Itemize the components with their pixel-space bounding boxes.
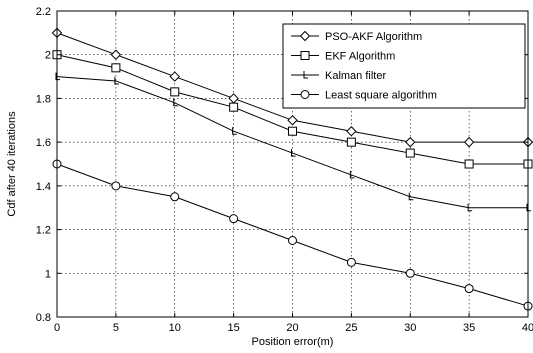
y-tick-label: 0.8 <box>36 312 51 324</box>
data-point <box>405 268 415 278</box>
y-tick-label: 2 <box>45 50 51 62</box>
legend-marker <box>300 51 310 60</box>
series-line <box>56 76 528 209</box>
y-tick-label: 1 <box>45 268 51 280</box>
legend-marker <box>300 90 310 99</box>
legend-label: Least square algorithm <box>325 90 437 102</box>
x-tick-label: 5 <box>113 322 119 334</box>
data-point <box>346 126 357 137</box>
data-point <box>349 170 355 179</box>
y-tick-label: 1.8 <box>36 93 51 105</box>
legend-marker <box>299 30 311 42</box>
x-tick-label: 25 <box>345 322 357 334</box>
data-point <box>114 76 119 85</box>
legend-entry: Least square algorithm <box>291 90 437 102</box>
legend-entry: EKF Algorithm <box>291 51 395 63</box>
data-point <box>467 203 473 212</box>
x-tick-label: 35 <box>463 322 475 334</box>
x-tick-label: 0 <box>54 322 60 334</box>
y-tick-label: 2.2 <box>36 6 51 18</box>
legend-marker <box>303 71 308 79</box>
data-point <box>346 257 356 267</box>
data-point <box>170 87 180 97</box>
legend-label: Kalman filter <box>325 70 386 82</box>
data-point <box>464 284 474 294</box>
legend-label: EKF Algorithm <box>325 51 395 63</box>
legend-entry: PSO-AKF Algorithm <box>291 30 422 43</box>
data-point <box>291 149 296 157</box>
data-point <box>228 93 239 104</box>
data-point <box>405 148 415 158</box>
data-point <box>55 72 60 81</box>
data-point <box>405 136 416 148</box>
data-point <box>526 203 531 212</box>
data-point <box>287 115 298 126</box>
data-point <box>170 192 180 202</box>
data-point <box>111 181 121 191</box>
y-axis-label: Cdf after 40 iterations <box>6 111 18 217</box>
legend: PSO-AKF Algorithm EKF Algorithm Kalman fil… <box>282 23 526 109</box>
y-tick-label: 1.4 <box>36 181 51 193</box>
x-tick-label: 10 <box>169 322 181 334</box>
data-point <box>463 136 475 148</box>
y-tick-label: 1.2 <box>36 225 51 237</box>
x-tick-label: 40 <box>522 322 533 334</box>
legend-entry: Kalman filter <box>291 70 386 82</box>
data-point <box>173 98 178 107</box>
x-tick-label: 20 <box>286 322 298 334</box>
data-point <box>346 137 356 147</box>
legend-box <box>282 23 526 109</box>
data-point <box>288 236 297 245</box>
series-2 <box>52 50 533 169</box>
tick-labels: 0 5 10 15 20 25 30 35 40 0.8 1 1.2 1.4 1.6 1.8 2 2.2 <box>36 6 533 334</box>
x-tick-label: 30 <box>404 322 416 334</box>
data-point <box>110 49 122 60</box>
data-point <box>111 63 121 73</box>
series-3 <box>55 72 531 212</box>
data-point <box>229 214 239 224</box>
y-tick-label: 1.6 <box>36 137 51 149</box>
legend-label: PSO-AKF Algorithm <box>325 31 422 43</box>
series-layer <box>51 27 533 311</box>
x-tick-label: 15 <box>228 322 240 334</box>
data-point <box>408 192 414 201</box>
data-point <box>169 71 180 82</box>
series-1 <box>51 27 533 148</box>
data-point <box>464 159 474 169</box>
data-point <box>229 102 239 112</box>
data-point <box>232 127 237 135</box>
data-point <box>288 126 297 136</box>
series-4 <box>52 159 533 311</box>
x-axis-label: Position error(m) <box>252 336 334 348</box>
